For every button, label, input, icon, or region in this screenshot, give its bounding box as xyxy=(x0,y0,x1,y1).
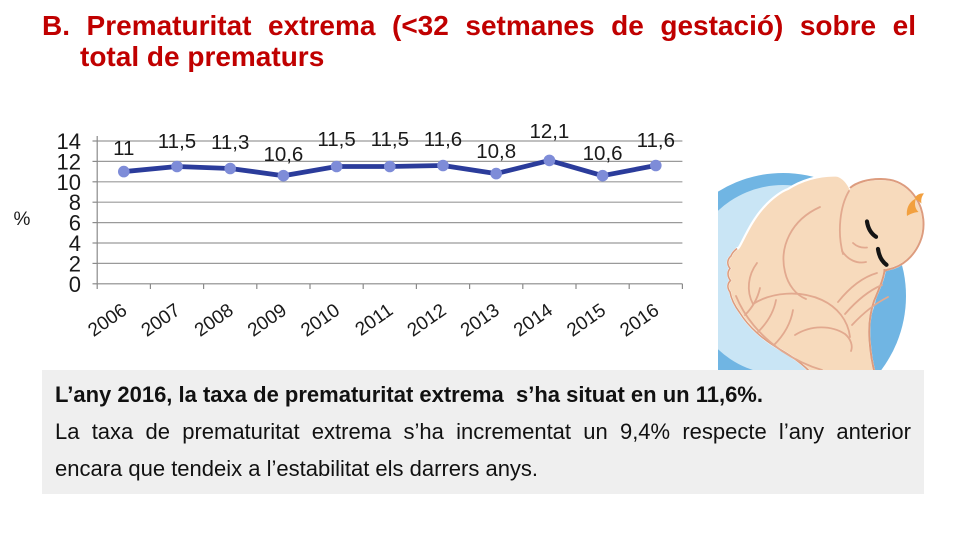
svg-text:4: 4 xyxy=(69,231,81,256)
svg-text:0: 0 xyxy=(69,272,81,297)
svg-text:2008: 2008 xyxy=(191,300,238,341)
svg-text:2009: 2009 xyxy=(244,300,291,341)
svg-text:2: 2 xyxy=(69,251,81,276)
svg-text:2013: 2013 xyxy=(457,300,504,341)
svg-text:14: 14 xyxy=(57,129,81,154)
svg-text:8: 8 xyxy=(69,190,81,215)
svg-text:11,3: 11,3 xyxy=(211,131,249,154)
svg-text:2007: 2007 xyxy=(138,300,185,341)
svg-text:2011: 2011 xyxy=(352,300,398,341)
svg-text:11,6: 11,6 xyxy=(637,129,675,152)
svg-text:11: 11 xyxy=(113,137,134,160)
svg-text:10,6: 10,6 xyxy=(263,143,303,166)
svg-text:11,5: 11,5 xyxy=(317,128,355,151)
svg-text:2014: 2014 xyxy=(510,300,557,342)
svg-text:2012: 2012 xyxy=(404,300,451,341)
svg-text:12: 12 xyxy=(57,149,81,174)
svg-text:10: 10 xyxy=(57,170,81,195)
svg-text:2015: 2015 xyxy=(563,300,610,341)
svg-text:6: 6 xyxy=(69,211,81,236)
svg-text:2006: 2006 xyxy=(84,300,131,341)
svg-text:12,1: 12,1 xyxy=(529,120,569,143)
svg-text:11,5: 11,5 xyxy=(158,130,196,153)
svg-text:11,5: 11,5 xyxy=(371,128,409,151)
svg-text:%: % xyxy=(14,209,31,230)
svg-text:2016: 2016 xyxy=(616,300,663,341)
svg-text:10,8: 10,8 xyxy=(476,140,516,163)
svg-text:10,6: 10,6 xyxy=(583,142,623,165)
svg-text:2010: 2010 xyxy=(297,300,344,341)
svg-text:11,6: 11,6 xyxy=(424,128,462,151)
